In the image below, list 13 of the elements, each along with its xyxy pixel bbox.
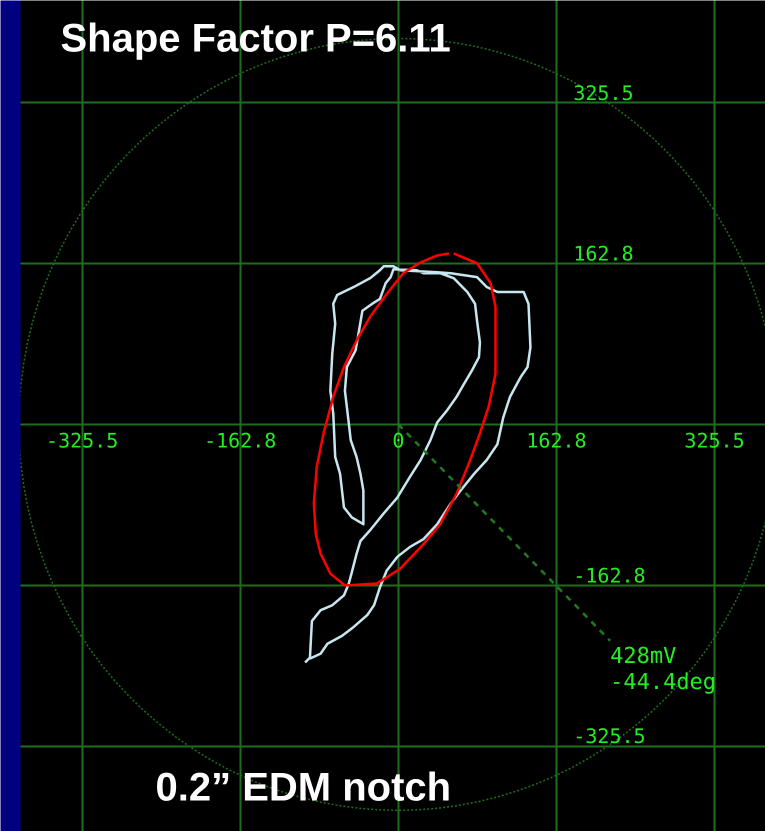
- x-tick-label: -162.8: [204, 428, 276, 452]
- y-tick-label: 325.5: [573, 80, 634, 105]
- annotation: 428mV: [610, 644, 676, 669]
- y-tick-label: -162.8: [573, 563, 646, 588]
- chart-title: Shape Factor P=6.11: [60, 16, 451, 60]
- x-tick-label: 162.8: [526, 428, 587, 452]
- y-tick-label: -325.5: [573, 724, 646, 748]
- x-tick-label: 325.5: [684, 428, 745, 452]
- x-tick-label: 0: [392, 428, 404, 452]
- annotation: -44.4deg: [610, 670, 716, 695]
- y-tick-label: 162.8: [573, 242, 634, 266]
- annotation: 0.2” EDM notch: [156, 766, 452, 810]
- x-tick-label: -325.5: [46, 428, 118, 452]
